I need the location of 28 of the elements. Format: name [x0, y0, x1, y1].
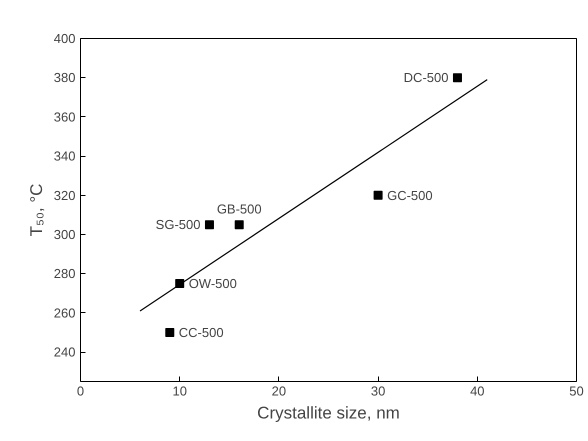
point: [374, 190, 383, 200]
y-tick-label: 400: [54, 31, 76, 46]
x-tick-label: 0: [76, 384, 84, 398]
x-axis-title: Crystallite size, nm: [257, 404, 400, 422]
x-tick-label: 20: [272, 384, 286, 398]
annotation: DC-500: [404, 70, 448, 86]
x-tick-label: 40: [470, 384, 485, 398]
annotation: OW-500: [188, 276, 237, 291]
y-tick-label: 300: [54, 227, 76, 242]
y-tick-label: 260: [54, 305, 76, 320]
y-tick-label: 340: [54, 148, 76, 164]
y-tick-label: 240: [54, 344, 76, 360]
annotation: SG-500: [156, 217, 200, 232]
annotation: GC-500: [387, 188, 433, 203]
x-tick-label: 50: [569, 384, 584, 398]
annotation: CC-500: [178, 325, 224, 340]
y-tick-label: 360: [54, 109, 76, 124]
x-tick-label: 10: [172, 384, 187, 398]
point: [234, 220, 244, 230]
y-tick-label: 320: [54, 188, 76, 203]
y-axis-title: T₅₀, °C: [26, 184, 46, 236]
x-tick-label: 30: [370, 384, 386, 398]
point: [452, 73, 462, 82]
y-tick-label: 380: [54, 70, 76, 86]
annotation: GB-500: [216, 202, 262, 217]
point: [165, 328, 174, 337]
y-tick-label: 280: [54, 266, 76, 282]
point: [204, 220, 214, 230]
